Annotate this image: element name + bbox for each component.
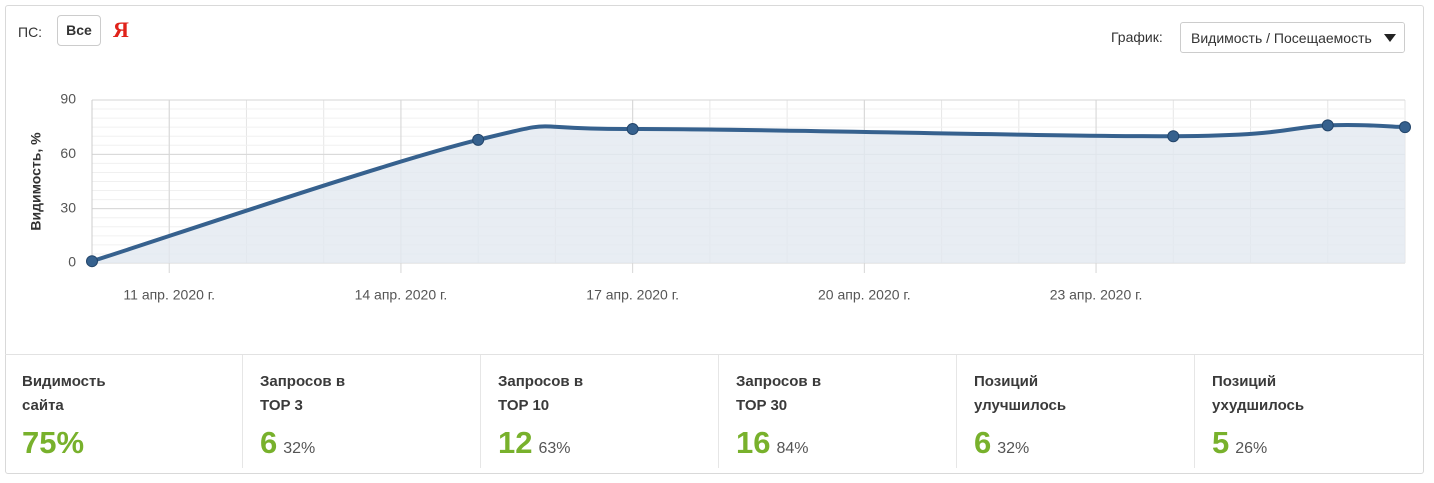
y-tick-label: 0 [68,254,76,270]
stat-value: 16 [736,425,771,460]
stat-value: 12 [498,425,533,460]
x-tick-label: 11 апр. 2020 г. [123,287,215,303]
stat-label-line: Запросов в [260,373,346,390]
stat-cell: Запросов в TOP 30 16 84% [719,355,957,468]
y-tick-label: 30 [60,199,76,215]
stat-share: 63% [538,440,571,457]
stat-cell: Видимость сайта 75% [5,355,243,468]
stat-label-line: Запросов в [736,373,822,390]
stat-label-line: улучшилось [974,397,1067,414]
stat-share: 26% [1235,440,1268,457]
stat-label: Видимость сайта [22,370,106,418]
stat-cell: Запросов в TOP 3 6 32% [243,355,481,468]
stat-label-line: TOP 30 [736,397,788,414]
marker [1321,119,1334,132]
engine-yandex-button[interactable]: Я [113,17,129,42]
stat-label-line: Позиций [1212,373,1277,390]
chart-select[interactable]: Видимость / Посещаемость [1180,22,1405,53]
stat-value: 6 [260,425,278,460]
stat-label: Запросов в TOP 30 [736,370,821,418]
stat-label: Запросов в TOP 3 [260,370,345,418]
y-tick-label: 90 [60,91,76,107]
stat-value: 6 [974,425,992,460]
stat-cell: Запросов в TOP 10 12 63% [481,355,719,468]
chart-label: График: [1111,29,1163,45]
panel [5,5,1424,474]
engine-all-button[interactable]: Все [57,15,101,46]
stat-label-line: TOP 3 [260,397,303,414]
stat-value: 75% [22,425,85,460]
area [92,124,1405,264]
x-tick-label: 14 апр. 2020 г. [355,287,448,303]
stat-share: 32% [283,440,316,457]
y-axis-label: Видимость, % [28,132,44,231]
chart-select-text: Видимость / Посещаемость [1191,30,1372,46]
stat-value-row: 6 32% [260,425,315,461]
marker [472,133,485,146]
x-tick-label: 17 апр. 2020 г. [586,287,679,303]
stat-cell: Позиций улучшилось 6 32% [957,355,1195,468]
dropdown-arrow[interactable] [1376,23,1404,52]
stat-share: 32% [997,440,1030,457]
stat-label-line: Позиций [974,373,1039,390]
line [91,122,1406,264]
stat-label: Позиций улучшилось [974,370,1066,418]
x-tick-label: 23 апр. 2020 г. [1050,287,1143,303]
stat-value-row: 75% [22,425,84,461]
stat-label-line: сайта [22,397,64,414]
x-tick-label: 20 апр. 2020 г. [818,287,911,303]
marker [86,255,98,268]
marker [1167,130,1180,143]
stat-share: 84% [776,440,809,457]
stat-value-row: 5 26% [1212,425,1267,461]
stat-label-line: TOP 10 [498,397,550,414]
y-tick-label: 60 [60,145,76,161]
stat-label: Позиций ухудшилось [1212,370,1304,418]
stat-label-line: Видимость [22,373,106,390]
stat-value-row: 16 84% [736,425,809,461]
stat-value-row: 12 63% [498,425,571,461]
stat-label-line: ухудшилось [1212,397,1305,414]
engine-label: ПС: [18,24,43,40]
chart: 0 30 60 90 11 апр. 2020 г. 14 апр. 2020 г. 17 … [28,91,1411,303]
marker [1399,121,1411,134]
stat-value-row: 6 32% [974,425,1029,461]
marker [626,122,639,135]
stat-value: 5 [1212,425,1230,460]
stat-cell: Позиций ухудшилось 5 26% [1195,355,1433,468]
stat-label-line: Запросов в [498,373,584,390]
stat-label: Запросов в TOP 10 [498,370,583,418]
stats-row: Видимость сайта 75% Запросов в TOP 3 6 32% Запр… [5,354,1424,475]
